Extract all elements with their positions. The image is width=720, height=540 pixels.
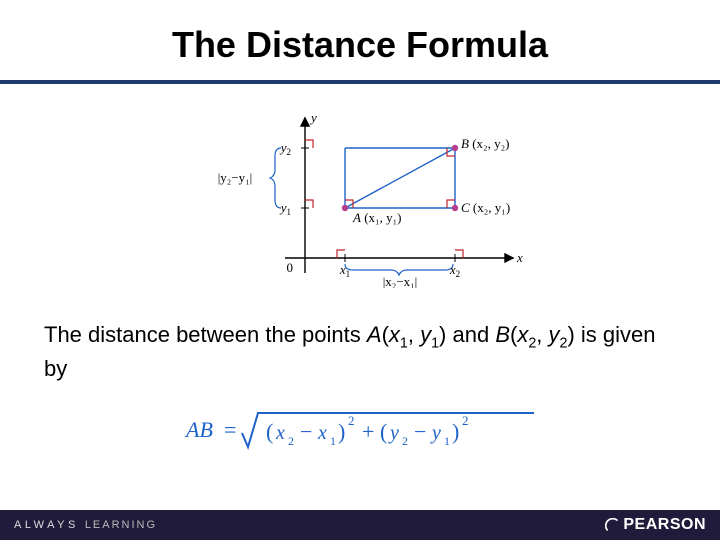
pearson-logo: PEARSON — [605, 516, 706, 534]
pearson-arc-icon — [605, 518, 619, 532]
footer-bar: ALWAYSLEARNING PEARSON — [0, 510, 720, 540]
svg-text:+: + — [362, 419, 374, 444]
svg-text:y2: y2 — [279, 140, 291, 157]
svg-text:2: 2 — [348, 413, 355, 428]
formula: AB = ( x 2 − x 1 ) 2 + ( y 2 − y 1 ) 2 — [0, 393, 720, 457]
svg-text:AB: AB — [184, 417, 213, 442]
svg-text:x: x — [516, 250, 523, 265]
svg-text:C (x₂, y₁): C (x₂, y₁) — [461, 200, 510, 215]
svg-text:B (x₂, y₂): B (x₂, y₂) — [461, 136, 509, 151]
svg-text:1: 1 — [444, 434, 450, 448]
svg-text:x1: x1 — [339, 262, 350, 279]
footer-tagline: ALWAYSLEARNING — [14, 519, 157, 531]
distance-diagram: y2 y1 0 x1 x2 x y A (x₁, y₁) B (x₂, y₂) … — [195, 108, 525, 288]
svg-text:x2: x2 — [449, 262, 460, 279]
svg-text:y1: y1 — [279, 200, 291, 217]
svg-text:2: 2 — [288, 434, 294, 448]
svg-text:2: 2 — [402, 434, 408, 448]
svg-text:x: x — [317, 422, 327, 444]
svg-text:y: y — [388, 422, 399, 444]
svg-text:|y₂−y₁|: |y₂−y₁| — [218, 170, 253, 185]
svg-text:y: y — [430, 422, 441, 444]
svg-text:1: 1 — [330, 434, 336, 448]
svg-text:A (x₁, y₁): A (x₁, y₁) — [352, 210, 401, 225]
title-rule — [0, 80, 720, 84]
description-text: The distance between the points A(x1, y1… — [0, 302, 720, 393]
diagram-container: y2 y1 0 x1 x2 x y A (x₁, y₁) B (x₂, y₂) … — [0, 102, 720, 302]
svg-text:=: = — [224, 417, 236, 442]
svg-text:y: y — [309, 110, 317, 125]
svg-text:−: − — [300, 419, 312, 444]
svg-text:): ) — [338, 419, 345, 444]
page-title: The Distance Formula — [0, 0, 720, 80]
svg-text:x: x — [275, 422, 285, 444]
svg-text:2: 2 — [462, 413, 469, 428]
svg-text:0: 0 — [287, 260, 294, 275]
svg-text:|x₂−x₁|: |x₂−x₁| — [383, 274, 418, 288]
svg-text:): ) — [452, 419, 459, 444]
svg-text:(: ( — [266, 419, 273, 444]
svg-text:−: − — [414, 419, 426, 444]
svg-text:(: ( — [380, 419, 387, 444]
